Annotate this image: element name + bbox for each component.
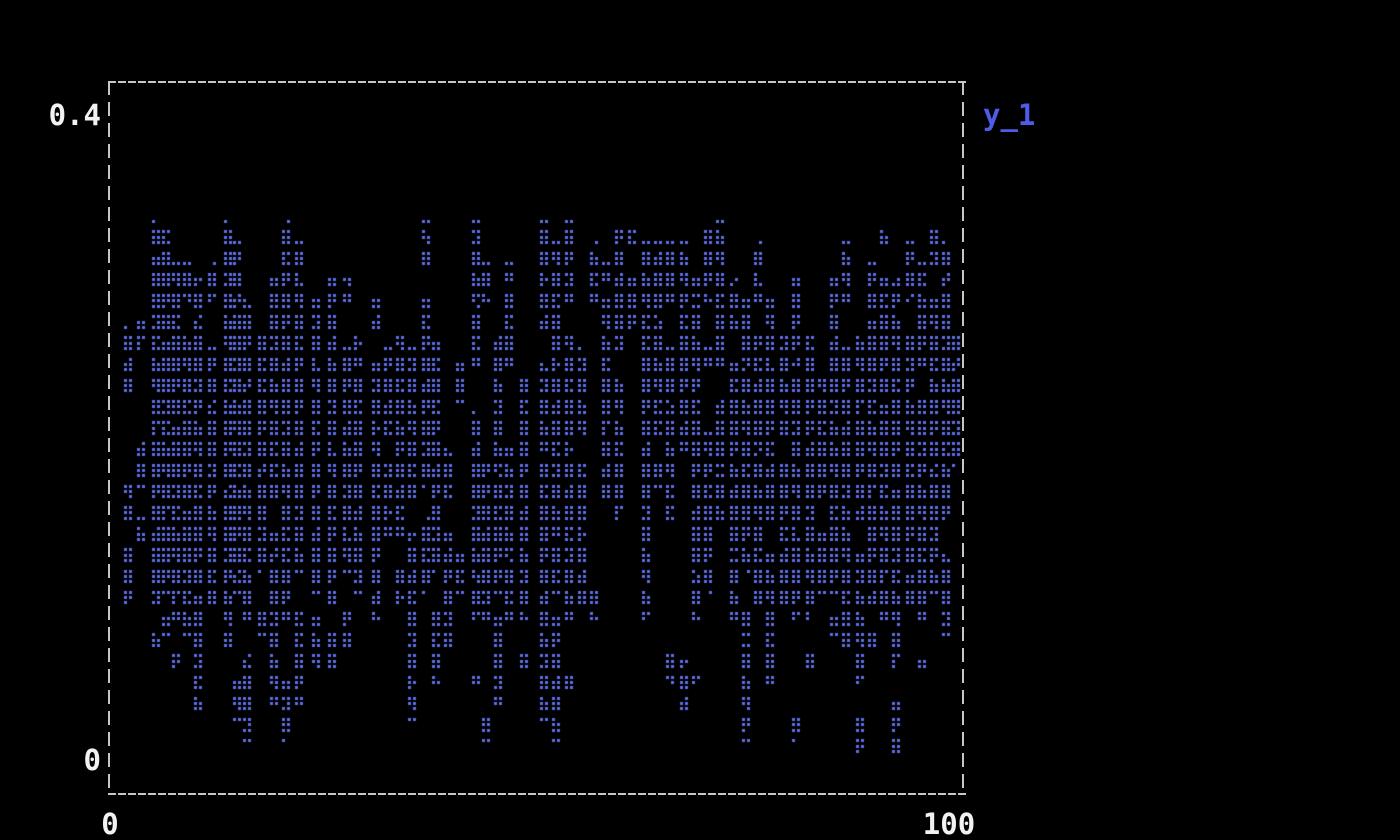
y-axis-min-tick-label: 0: [83, 743, 101, 777]
plot-frame-right-border: [962, 81, 964, 795]
plot-frame-top-border: [108, 81, 966, 83]
y-axis-max-tick-label: 0.4: [48, 98, 101, 132]
legend-series-label: y_1: [983, 98, 1036, 132]
plot-frame-left-border: [108, 81, 110, 795]
x-axis-max-tick-label: 100: [922, 807, 976, 840]
plot-frame-bottom-border: [108, 793, 966, 795]
x-axis-min-tick-label: 0: [101, 807, 119, 840]
